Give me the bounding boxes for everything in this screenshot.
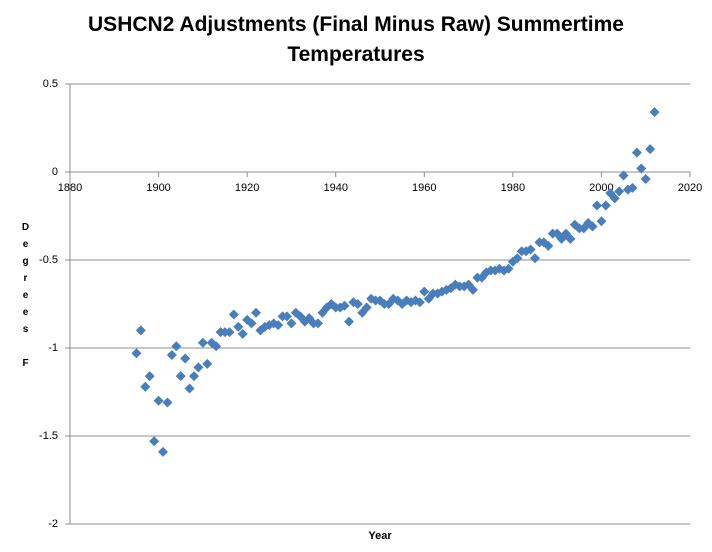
chart-title: USHCN2 Adjustments (Final Minus Raw) Sum… bbox=[88, 13, 624, 66]
marker bbox=[414, 297, 425, 308]
y-tick-label: -1 bbox=[48, 342, 58, 354]
marker bbox=[184, 383, 195, 394]
marker bbox=[543, 240, 554, 251]
marker bbox=[645, 144, 656, 155]
marker bbox=[246, 318, 257, 329]
marker bbox=[361, 302, 372, 313]
marker bbox=[175, 371, 186, 382]
marker bbox=[282, 311, 292, 322]
marker bbox=[614, 186, 625, 197]
x-tick-label: 1920 bbox=[235, 182, 259, 194]
y-tick-label: 0 bbox=[52, 166, 58, 178]
x-tick-label: 1880 bbox=[58, 182, 82, 194]
marker bbox=[286, 318, 297, 329]
y-tick-label: -1.5 bbox=[39, 430, 58, 442]
marker bbox=[153, 395, 164, 406]
x-tick-label: 1900 bbox=[146, 182, 170, 194]
marker bbox=[237, 328, 248, 339]
marker bbox=[636, 163, 647, 174]
marker bbox=[251, 307, 261, 318]
marker bbox=[344, 316, 354, 327]
marker bbox=[587, 221, 598, 232]
marker bbox=[228, 309, 239, 320]
marker bbox=[166, 350, 177, 361]
marker bbox=[162, 397, 173, 408]
marker bbox=[149, 436, 160, 447]
y-tick-label: -0.5 bbox=[39, 254, 58, 266]
marker bbox=[189, 371, 199, 382]
marker bbox=[609, 193, 620, 204]
marker bbox=[512, 253, 523, 264]
marker bbox=[144, 371, 155, 382]
y-axis-label: Degrees F bbox=[20, 222, 31, 375]
marker bbox=[627, 182, 638, 193]
marker bbox=[600, 200, 611, 211]
marker bbox=[631, 147, 642, 158]
marker bbox=[197, 337, 208, 348]
y-tick-label: 0.5 bbox=[43, 78, 58, 90]
marker bbox=[649, 107, 660, 118]
x-tick-label: 1960 bbox=[412, 182, 436, 194]
marker bbox=[596, 216, 607, 227]
marker bbox=[530, 253, 540, 264]
marker bbox=[313, 318, 323, 329]
y-tick-label: -2 bbox=[48, 518, 58, 530]
x-tick-label: 1980 bbox=[501, 182, 525, 194]
marker bbox=[565, 233, 576, 244]
marker bbox=[202, 358, 213, 369]
marker bbox=[468, 284, 478, 295]
marker bbox=[233, 321, 244, 332]
marker bbox=[503, 263, 514, 274]
marker bbox=[273, 320, 284, 331]
marker bbox=[140, 381, 151, 392]
marker bbox=[618, 170, 629, 181]
x-tick-label: 1940 bbox=[323, 182, 347, 194]
marker bbox=[131, 348, 142, 359]
marker bbox=[640, 174, 651, 185]
marker bbox=[224, 327, 235, 338]
marker bbox=[339, 300, 350, 311]
x-tick-label: 2020 bbox=[678, 182, 702, 194]
marker bbox=[419, 286, 430, 297]
marker bbox=[158, 446, 168, 457]
marker bbox=[180, 353, 191, 364]
marker bbox=[211, 341, 222, 352]
marker bbox=[525, 244, 536, 255]
marker bbox=[135, 325, 146, 336]
marker bbox=[171, 341, 182, 352]
marker bbox=[352, 299, 363, 309]
x-axis-label: Year bbox=[368, 530, 392, 542]
marker bbox=[592, 200, 602, 211]
marker bbox=[193, 362, 204, 373]
